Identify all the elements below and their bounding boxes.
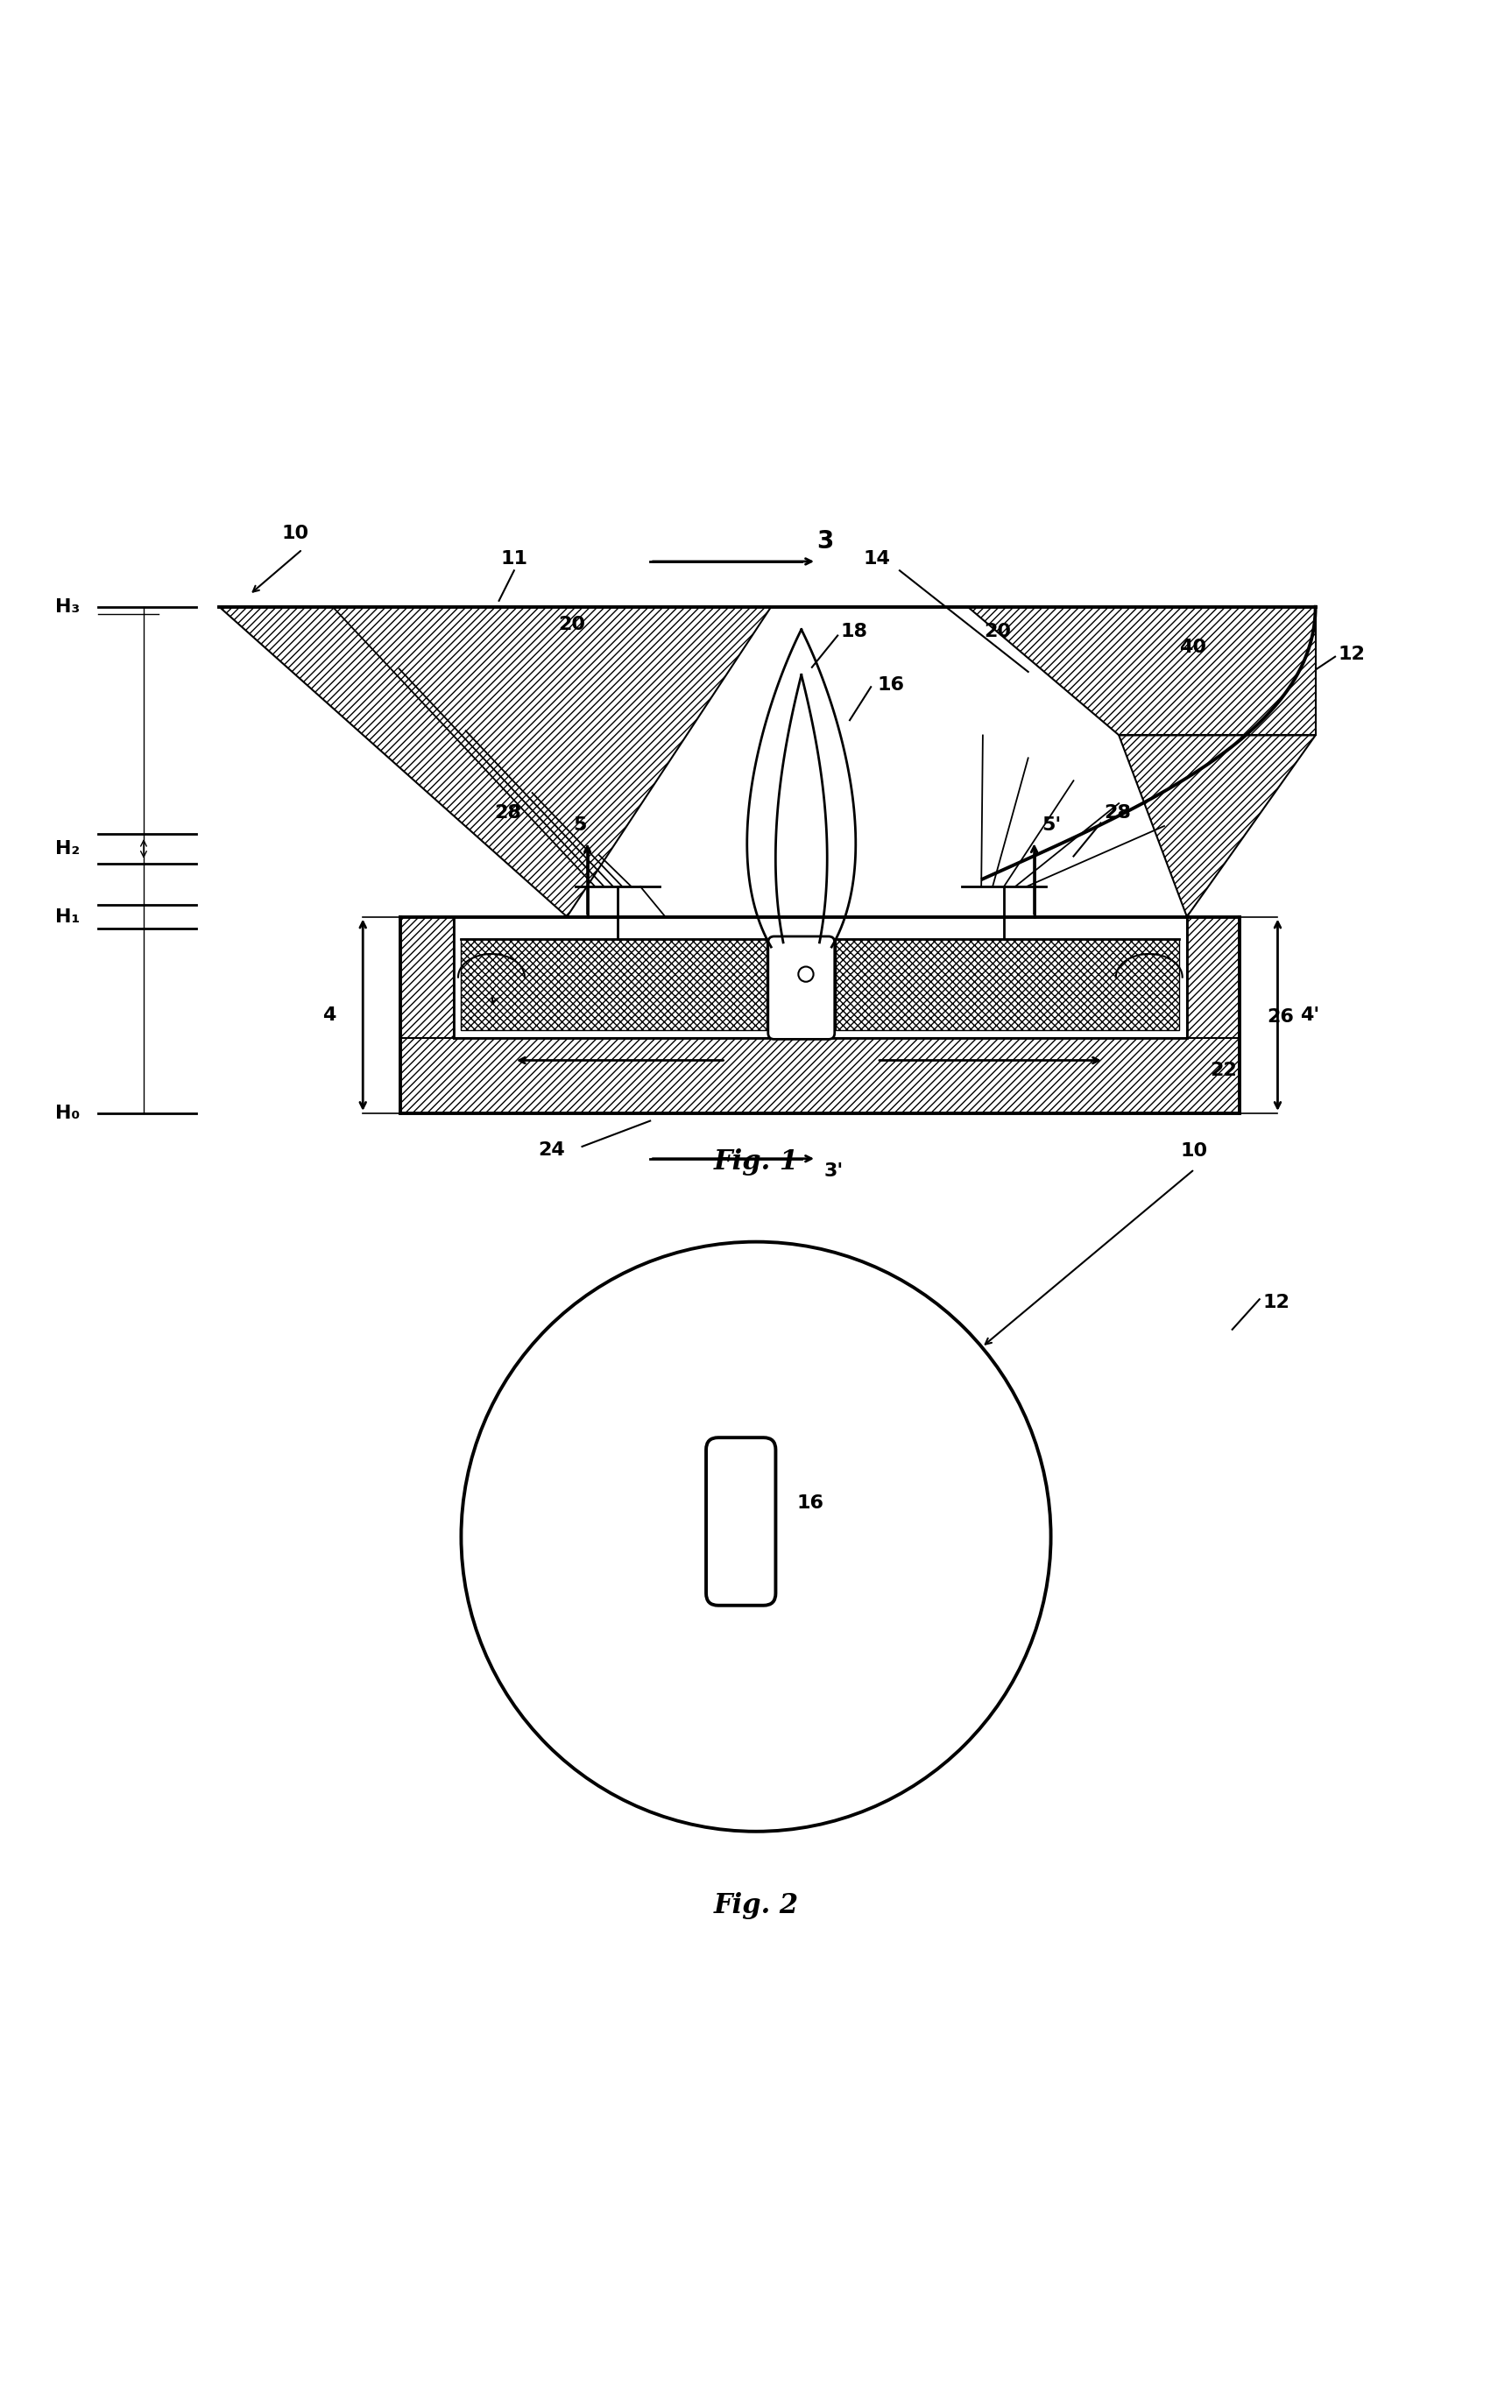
Text: 11: 11 — [500, 551, 528, 568]
Text: 4: 4 — [322, 1007, 336, 1023]
Text: 10: 10 — [281, 525, 308, 542]
Text: H₁: H₁ — [56, 908, 80, 925]
Polygon shape — [401, 1038, 1240, 1112]
Text: H₂: H₂ — [56, 840, 80, 857]
Polygon shape — [836, 939, 1179, 1031]
Polygon shape — [461, 939, 767, 1031]
Text: 5': 5' — [1042, 816, 1061, 833]
Text: 28: 28 — [494, 804, 522, 821]
Text: 18: 18 — [841, 624, 868, 641]
Text: Fig. 1: Fig. 1 — [714, 1149, 798, 1175]
Polygon shape — [219, 607, 771, 917]
Text: 5: 5 — [573, 816, 587, 833]
Text: H₀: H₀ — [56, 1105, 80, 1122]
Circle shape — [461, 1243, 1051, 1832]
Polygon shape — [1119, 734, 1315, 917]
Text: 14: 14 — [863, 551, 891, 568]
Text: 20: 20 — [558, 616, 585, 633]
Text: 16: 16 — [877, 677, 904, 694]
Text: 3': 3' — [824, 1163, 844, 1180]
Polygon shape — [1187, 917, 1240, 1112]
Text: 20: 20 — [984, 624, 1012, 641]
Text: 28: 28 — [1104, 804, 1131, 821]
Text: 10: 10 — [1181, 1141, 1208, 1161]
Text: 22: 22 — [1210, 1062, 1237, 1079]
Text: 16: 16 — [797, 1495, 824, 1512]
Text: 12: 12 — [1338, 645, 1365, 662]
FancyBboxPatch shape — [768, 937, 835, 1040]
Text: $\mathbf{3}$: $\mathbf{3}$ — [816, 530, 833, 554]
Text: 24: 24 — [538, 1141, 565, 1158]
Text: H₃: H₃ — [56, 597, 80, 616]
FancyBboxPatch shape — [706, 1438, 776, 1606]
Text: 26: 26 — [1267, 1009, 1294, 1026]
Text: 40: 40 — [1179, 638, 1207, 655]
Text: 12: 12 — [1263, 1293, 1290, 1310]
Polygon shape — [968, 607, 1315, 734]
Text: Fig. 2: Fig. 2 — [714, 1893, 798, 1919]
Polygon shape — [401, 917, 454, 1112]
Text: 4': 4' — [1300, 1007, 1320, 1023]
